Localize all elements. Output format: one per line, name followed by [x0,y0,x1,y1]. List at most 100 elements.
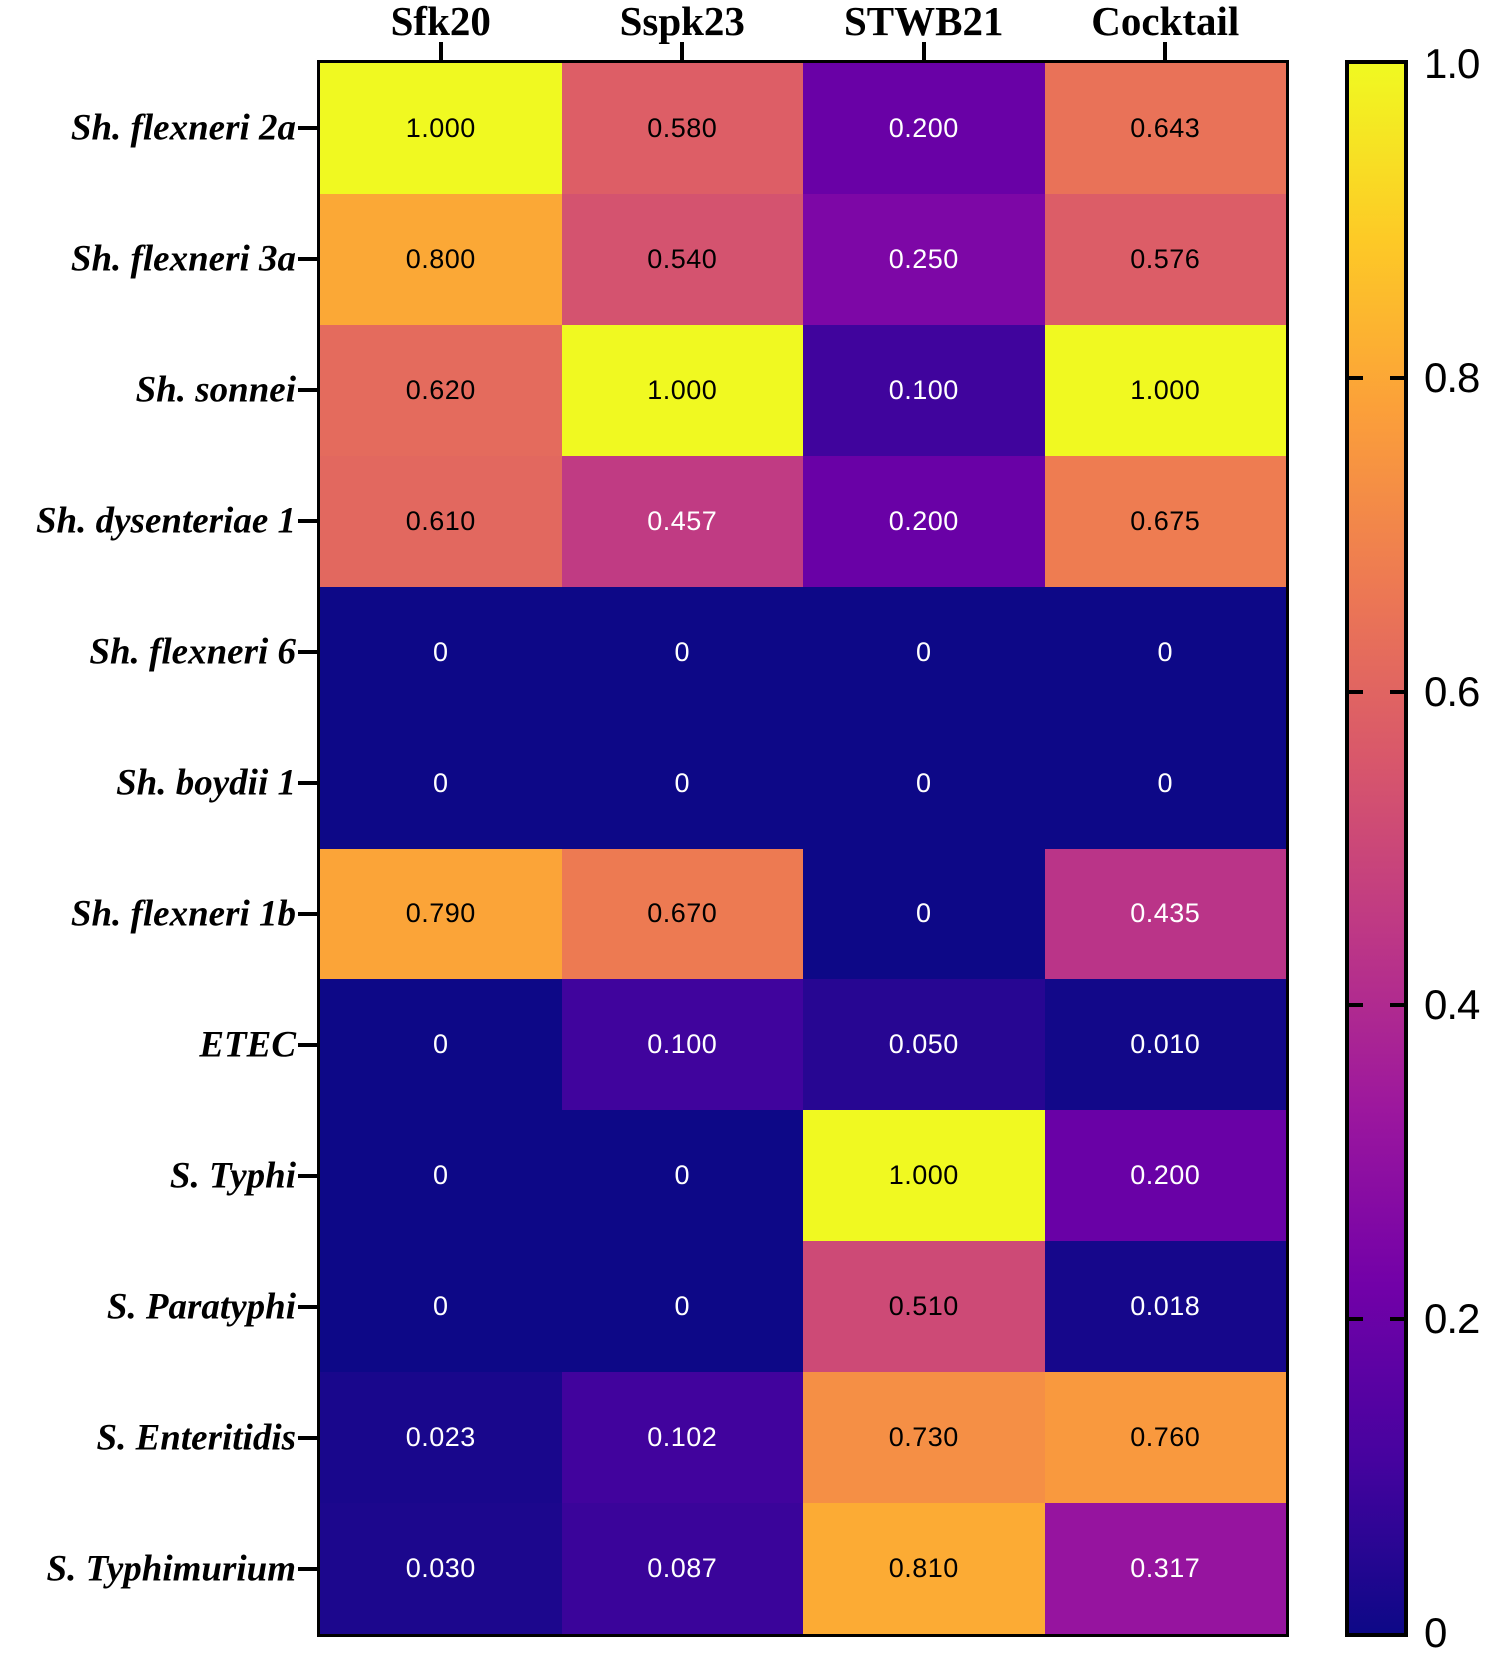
heatmap-cell: 0.200 [803,455,1045,587]
colorbar-tick [1390,375,1404,380]
heatmap-cell: 0 [1044,717,1286,849]
column-header: Sspk23 [619,0,745,44]
column-tick [438,42,443,60]
row-tick [298,1173,317,1178]
colorbar-tick-label: 0.4 [1424,981,1480,1029]
row-label: Sh. flexneri 1b [70,893,296,935]
column-header: STWB21 [844,0,1004,44]
heatmap-cell-value: 0 [1157,636,1174,667]
colorbar-tick [1349,1317,1363,1322]
heatmap-cell-value: 0.250 [888,243,959,274]
colorbar-tick [1349,1003,1363,1008]
heatmap-cell-value: 0.100 [647,1029,718,1060]
row-label: ETEC [199,1024,296,1066]
heatmap-cell-value: 1.000 [888,1160,959,1191]
heatmap-cell: 0.643 [1044,63,1286,194]
heatmap-cell-value: 0 [915,636,932,667]
heatmap-cell: 0.100 [803,324,1045,456]
heatmap-cell-value: 0 [674,767,691,798]
heatmap-cell-value: 0 [1157,767,1174,798]
heatmap-cell-value: 0.018 [1130,1291,1201,1322]
heatmap-cell-value: 0.100 [888,374,959,405]
colorbar-tick-label: 0.6 [1424,667,1480,715]
heatmap-cell-value: 0 [432,636,449,667]
heatmap-cell-value: 0.810 [888,1553,959,1584]
colorbar-tick-label: 1.0 [1424,40,1480,87]
heatmap-grid: 1.000 0.580 0.200 0.643 0.800 0.540 0.250 0.576… [317,60,1289,1637]
heatmap-cell: 0 [320,979,562,1111]
heatmap-cell: 0.810 [803,1503,1045,1634]
row-tick [298,1566,317,1571]
heatmap-cell: 0.010 [1044,979,1286,1111]
row-label: Sh. dysenteriae 1 [35,500,296,542]
column-header: Cocktail [1091,0,1240,44]
row-label: S. Typhimurium [46,1548,296,1590]
heatmap-cell-value: 0.102 [647,1422,718,1453]
heatmap-cell: 1.000 [561,324,803,456]
column-tick [1163,42,1168,60]
heatmap-cell-value: 1.000 [405,112,476,143]
row-label: Sh. flexneri 6 [89,631,296,673]
heatmap-cell: 0.457 [561,455,803,587]
heatmap-cell: 0.510 [803,1241,1045,1373]
heatmap-cell: 0 [803,586,1045,718]
row-label: Sh. flexneri 3a [70,238,296,280]
heatmap-cell-value: 0.200 [1130,1160,1201,1191]
heatmap-cell: 0.030 [320,1503,562,1634]
heatmap-cell-value: 0 [674,1160,691,1191]
colorbar-tick-label: 0.2 [1424,1295,1480,1343]
heatmap-cell: 0.317 [1044,1503,1286,1634]
heatmap-cell: 0.100 [561,979,803,1111]
heatmap-cell: 0.018 [1044,1241,1286,1373]
heatmap-cell-value: 0.675 [1130,505,1201,536]
heatmap-cell: 0 [561,1241,803,1373]
column-tick [921,42,926,60]
heatmap-cell: 0 [561,1110,803,1242]
row-tick [298,257,317,262]
row-tick [298,1042,317,1047]
heatmap-cell-value: 0.010 [1130,1029,1201,1060]
heatmap-cell-value: 0.023 [405,1422,476,1453]
heatmap-cell-value: 0 [915,898,932,929]
row-tick [298,650,317,655]
heatmap-cell-value: 0.620 [405,374,476,405]
heatmap-cell-value: 0.540 [647,243,718,274]
heatmap-cell-value: 0.457 [647,505,718,536]
heatmap-cell-value: 0.200 [888,505,959,536]
row-tick [298,388,317,393]
heatmap-cell-value: 0.670 [647,898,718,929]
row-label: S. Enteritidis [96,1417,296,1459]
row-tick [298,1435,317,1440]
heatmap-cell: 0.760 [1044,1372,1286,1504]
heatmap-cell-value: 0.317 [1130,1553,1201,1584]
heatmap-cell-value: 0.790 [405,898,476,929]
heatmap-cell-value: 0 [432,1029,449,1060]
heatmap-cell: 0 [561,717,803,849]
heatmap-cell-value: 0 [674,1291,691,1322]
heatmap-cell: 0 [803,848,1045,980]
heatmap-cell-value: 0.760 [1130,1422,1201,1453]
heatmap-cell: 0.050 [803,979,1045,1111]
heatmap-cell-value: 0.800 [405,243,476,274]
heatmap-cell-value: 0.643 [1130,112,1201,143]
heatmap-cell: 0.580 [561,63,803,194]
colorbar [1345,60,1408,1637]
heatmap-cell: 0 [803,717,1045,849]
colorbar-tick [1349,375,1363,380]
heatmap-cell: 0.200 [803,63,1045,194]
heatmap-cell: 0 [561,586,803,718]
heatmap-cell: 0.250 [803,193,1045,325]
heatmap-cell: 0 [320,717,562,849]
heatmap-cell-value: 1.000 [647,374,718,405]
heatmap-cell: 0 [320,1241,562,1373]
heatmap-cell: 0.576 [1044,193,1286,325]
column-header: Sfk20 [390,0,491,44]
heatmap-cell: 0.540 [561,193,803,325]
colorbar-gradient [1349,64,1404,1633]
colorbar-tick-label: 0.8 [1424,353,1480,401]
heatmap-cell-value: 0.087 [647,1553,718,1584]
heatmap-cell-value: 0.200 [888,112,959,143]
heatmap-cell-value: 0.435 [1130,898,1201,929]
heatmap-cell-value: 0 [432,1291,449,1322]
